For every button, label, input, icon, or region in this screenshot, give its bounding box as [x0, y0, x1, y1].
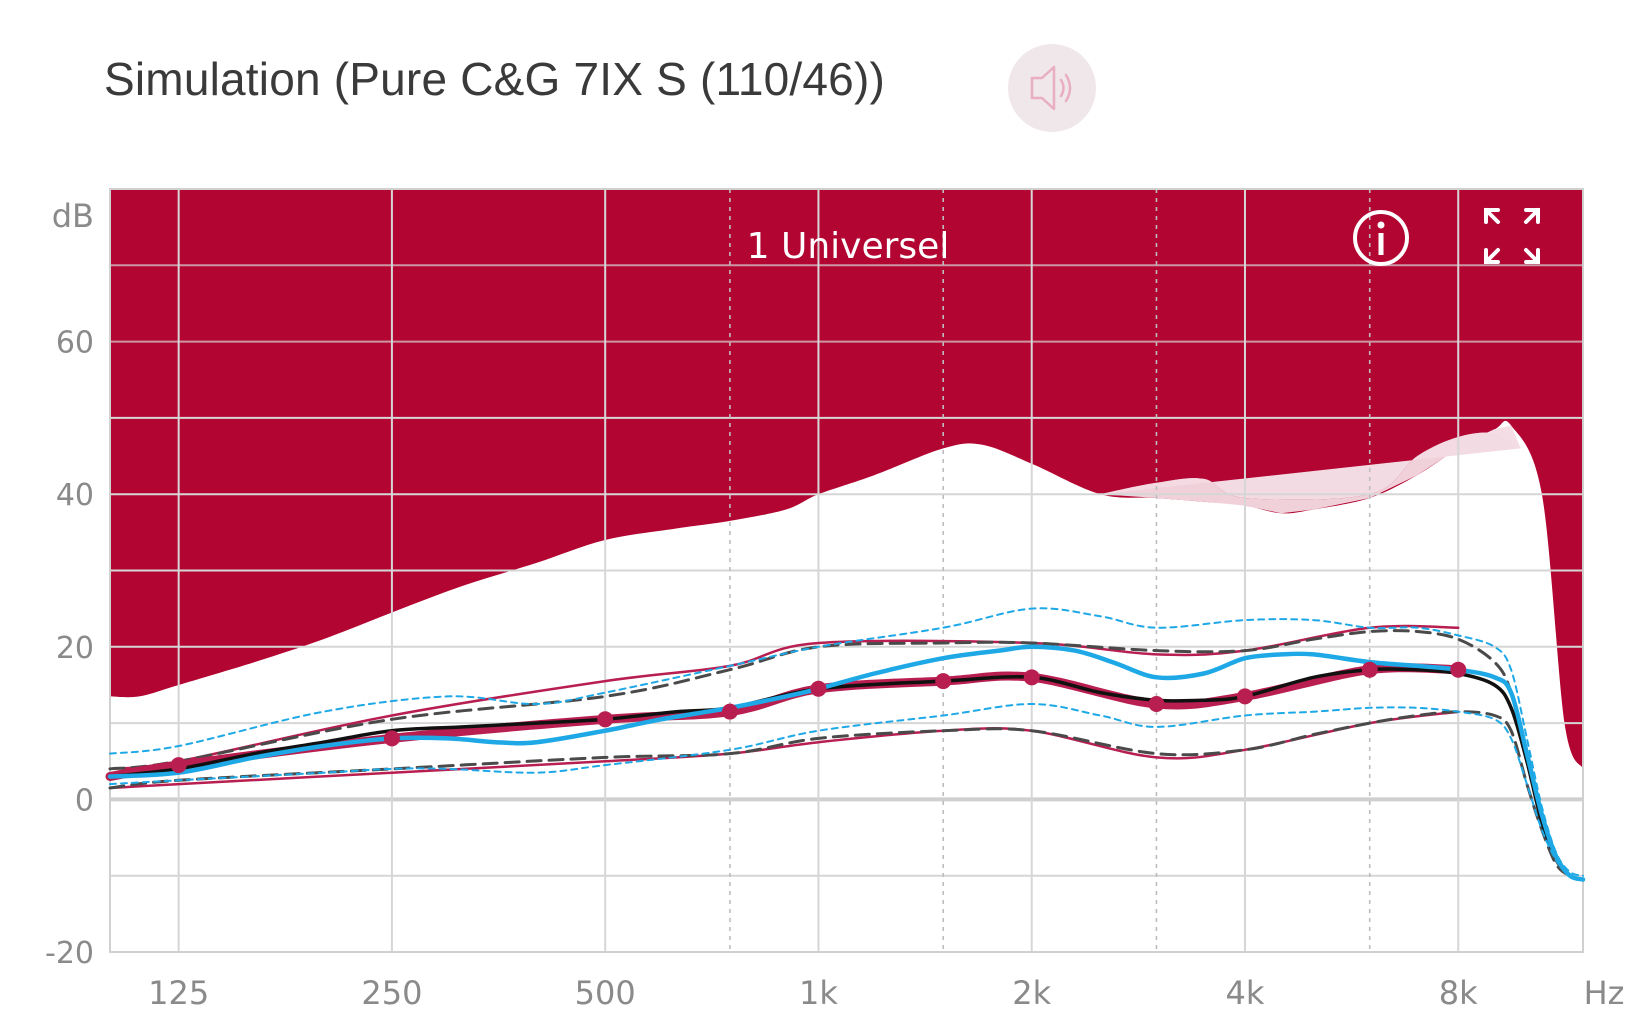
target-point[interactable] [721, 703, 738, 720]
x-tick-label: 1k [799, 974, 838, 1012]
target-point[interactable] [383, 730, 400, 747]
expand-icon[interactable] [1484, 208, 1540, 264]
info-icon-dot [1377, 221, 1385, 229]
uncomfortable-area [110, 189, 1583, 769]
x-tick-label: 250 [361, 974, 422, 1012]
y-tick-label: 60 [56, 326, 94, 361]
aided-max-line [108, 629, 1585, 881]
target-point[interactable] [1023, 669, 1040, 686]
program-label[interactable]: 1 Universel [747, 226, 950, 267]
expand-icon-arrow [1524, 248, 1540, 264]
simulation-lower-line [109, 703, 1584, 881]
target-lower-line [108, 710, 1460, 790]
target-point[interactable] [597, 711, 614, 728]
y-tick-label: 40 [56, 478, 94, 513]
plot-frame [109, 188, 1584, 953]
x-tick-label: 125 [148, 974, 209, 1012]
simulation-line [107, 644, 1586, 882]
y-tick-label: 20 [56, 631, 94, 666]
target-upper-line [108, 624, 1460, 771]
target-point[interactable] [1236, 688, 1253, 705]
y-axis-label: dB [52, 197, 94, 235]
aided-min-line [108, 710, 1585, 881]
expand-icon-arrow [1484, 208, 1500, 224]
target-point[interactable] [1450, 661, 1467, 678]
y-tick-label: -20 [45, 936, 94, 971]
aided-line [108, 667, 1585, 882]
uncomfortable-area-alt-band [1100, 425, 1521, 514]
expand-icon-arrow [1524, 208, 1540, 224]
info-icon-ring [1353, 210, 1409, 266]
uncomfortable-area-alt [1100, 432, 1521, 500]
page-title: Simulation (Pure C&G 7IX S (110/46)) [104, 53, 886, 105]
x-tick-label: 500 [575, 974, 636, 1012]
target-point[interactable] [935, 673, 952, 690]
target-point[interactable] [1361, 661, 1378, 678]
target-point[interactable] [1148, 696, 1165, 713]
x-axis-label: Hz [1584, 974, 1625, 1012]
x-tick-label: 8k [1439, 974, 1478, 1012]
x-tick-label: 2k [1012, 974, 1051, 1012]
expand-icon-arrow [1484, 248, 1500, 264]
target-point[interactable] [810, 680, 827, 697]
info-icon-stem [1378, 233, 1384, 255]
simulation-upper-line [109, 607, 1584, 877]
y-tick-label: 0 [75, 783, 94, 818]
target-point[interactable] [170, 757, 187, 774]
speaker-button[interactable] [1008, 44, 1096, 132]
speaker-icon [1030, 65, 1072, 111]
x-tick-label: 4k [1226, 974, 1265, 1012]
info-icon[interactable] [1353, 210, 1409, 266]
